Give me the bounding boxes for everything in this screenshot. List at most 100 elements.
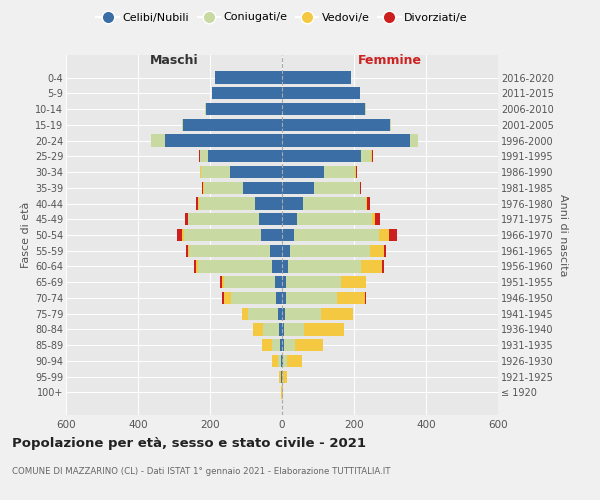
- Bar: [372, 150, 373, 162]
- Bar: [183, 118, 282, 131]
- Bar: [279, 370, 281, 383]
- Bar: [281, 355, 282, 367]
- Bar: [282, 72, 351, 84]
- Bar: [410, 134, 418, 146]
- Text: Popolazione per età, sesso e stato civile - 2021: Popolazione per età, sesso e stato civil…: [12, 438, 366, 450]
- Bar: [390, 118, 391, 131]
- Bar: [188, 213, 259, 226]
- Bar: [224, 292, 230, 304]
- Bar: [248, 308, 278, 320]
- Bar: [205, 103, 206, 115]
- Bar: [282, 213, 297, 226]
- Bar: [220, 276, 221, 288]
- Bar: [215, 72, 282, 84]
- Bar: [262, 339, 272, 351]
- Bar: [185, 213, 188, 226]
- Bar: [282, 150, 361, 162]
- Bar: [286, 276, 341, 288]
- Bar: [282, 244, 290, 257]
- Bar: [275, 276, 282, 288]
- Bar: [325, 166, 355, 178]
- Text: Femmine: Femmine: [358, 54, 422, 68]
- Y-axis label: Anni di nascita: Anni di nascita: [558, 194, 568, 276]
- Bar: [230, 166, 282, 178]
- Bar: [282, 198, 303, 209]
- Bar: [366, 198, 367, 209]
- Bar: [259, 213, 282, 226]
- Bar: [184, 229, 261, 241]
- Bar: [203, 182, 243, 194]
- Bar: [263, 324, 279, 336]
- Bar: [182, 229, 184, 241]
- Bar: [200, 150, 208, 162]
- Bar: [282, 355, 283, 367]
- Bar: [282, 229, 293, 241]
- Bar: [365, 276, 366, 288]
- Text: Maschi: Maschi: [149, 54, 199, 68]
- Bar: [304, 324, 344, 336]
- Bar: [283, 370, 287, 383]
- Bar: [253, 324, 263, 336]
- Bar: [243, 182, 282, 194]
- Bar: [199, 198, 255, 209]
- Bar: [337, 292, 365, 304]
- Bar: [282, 182, 314, 194]
- Bar: [341, 276, 365, 288]
- Bar: [196, 260, 198, 272]
- Bar: [200, 166, 201, 178]
- Bar: [285, 308, 321, 320]
- Bar: [224, 276, 275, 288]
- Bar: [212, 87, 282, 100]
- Bar: [286, 292, 337, 304]
- Y-axis label: Fasce di età: Fasce di età: [20, 202, 31, 268]
- Bar: [372, 213, 375, 226]
- Bar: [185, 244, 188, 257]
- Bar: [293, 229, 379, 241]
- Bar: [361, 260, 382, 272]
- Bar: [282, 166, 325, 178]
- Bar: [290, 244, 370, 257]
- Bar: [280, 339, 282, 351]
- Bar: [261, 229, 282, 241]
- Bar: [282, 260, 289, 272]
- Bar: [282, 87, 361, 100]
- Bar: [383, 244, 386, 257]
- Bar: [284, 339, 295, 351]
- Bar: [182, 118, 183, 131]
- Bar: [177, 229, 182, 241]
- Bar: [365, 103, 366, 115]
- Bar: [206, 103, 282, 115]
- Bar: [287, 355, 302, 367]
- Bar: [367, 198, 370, 209]
- Bar: [379, 229, 389, 241]
- Bar: [198, 260, 272, 272]
- Bar: [272, 260, 282, 272]
- Bar: [165, 134, 282, 146]
- Legend: Celibi/Nubili, Coniugati/e, Vedovi/e, Divorziati/e: Celibi/Nubili, Coniugati/e, Vedovi/e, Di…: [92, 8, 472, 27]
- Bar: [278, 308, 282, 320]
- Bar: [284, 324, 304, 336]
- Bar: [282, 118, 390, 131]
- Bar: [282, 386, 283, 398]
- Text: COMUNE DI MAZZARINO (CL) - Dati ISTAT 1° gennaio 2021 - Elaborazione TUTTITALIA.: COMUNE DI MAZZARINO (CL) - Dati ISTAT 1°…: [12, 468, 391, 476]
- Bar: [282, 292, 286, 304]
- Bar: [188, 244, 190, 257]
- Bar: [282, 103, 365, 115]
- Bar: [278, 355, 281, 367]
- Bar: [389, 229, 397, 241]
- Bar: [194, 260, 196, 272]
- Bar: [279, 324, 282, 336]
- Bar: [283, 355, 287, 367]
- Bar: [321, 308, 353, 320]
- Bar: [289, 260, 361, 272]
- Bar: [361, 150, 371, 162]
- Bar: [370, 244, 383, 257]
- Bar: [295, 339, 323, 351]
- Bar: [201, 166, 230, 178]
- Bar: [282, 339, 284, 351]
- Bar: [199, 150, 200, 162]
- Bar: [297, 213, 372, 226]
- Bar: [255, 198, 282, 209]
- Bar: [272, 355, 278, 367]
- Bar: [230, 292, 275, 304]
